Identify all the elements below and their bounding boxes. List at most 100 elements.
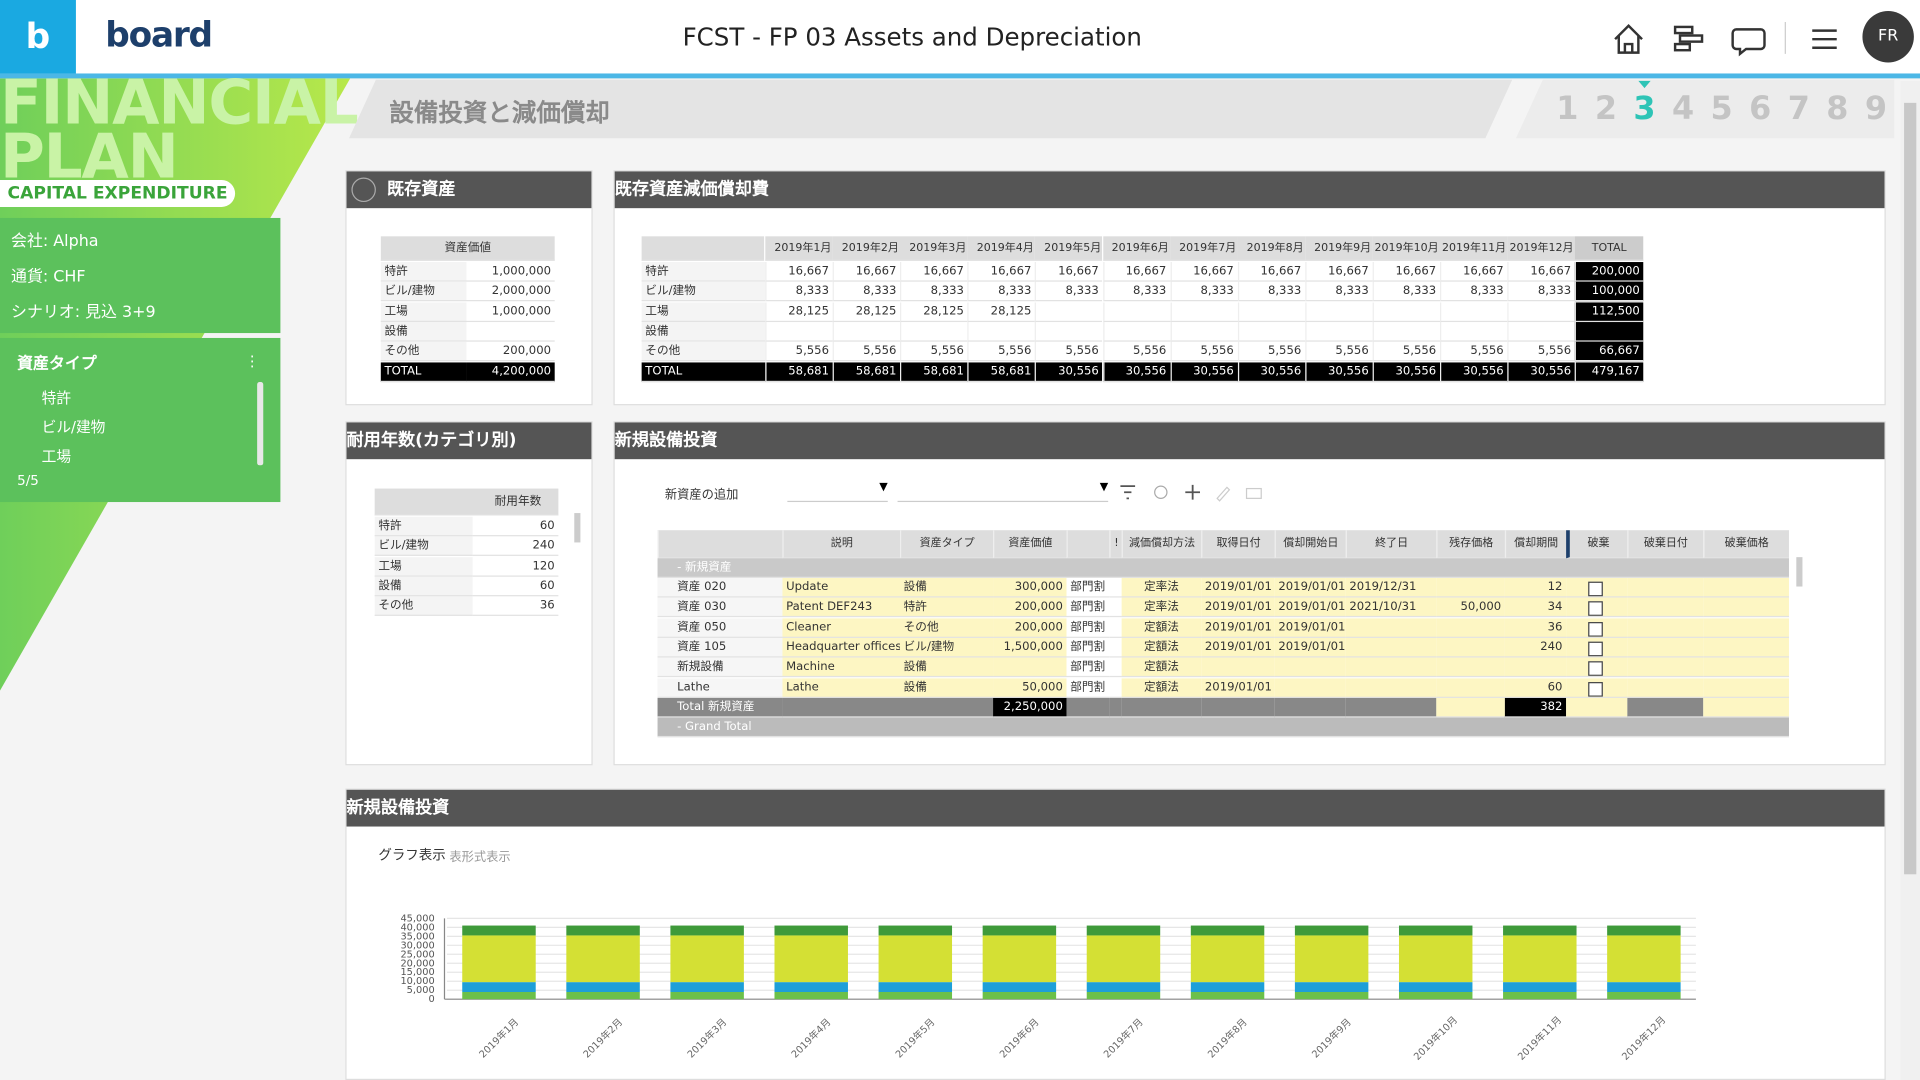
table-cell[interactable]: 定額法 [1121, 617, 1202, 638]
table-cell[interactable]: 50,000 [1436, 597, 1505, 618]
table-cell[interactable] [1703, 597, 1789, 618]
table-cell[interactable] [1703, 657, 1789, 678]
page-number[interactable]: 5 [1710, 90, 1733, 128]
filter-item[interactable]: ビル/建物 [41, 418, 106, 436]
home-icon[interactable] [1614, 23, 1643, 54]
table-cell[interactable]: 2019/01/01 [1274, 577, 1346, 598]
table-cell[interactable]: 設備 [900, 677, 994, 698]
table-cell[interactable] [1566, 597, 1628, 618]
page-number[interactable]: 9 [1864, 90, 1887, 128]
tab[interactable]: グラフ表示 [378, 847, 446, 864]
table-cell[interactable]: 2019/12/31 [1345, 577, 1437, 598]
checkbox[interactable] [1588, 681, 1603, 697]
table-cell[interactable] [1436, 637, 1505, 658]
scroll-thumb[interactable] [1904, 102, 1917, 875]
table-cell[interactable]: 定額法 [1121, 677, 1202, 698]
table-cell[interactable]: 60 [1504, 677, 1567, 698]
table-cell[interactable]: Machine [782, 657, 900, 678]
checkbox[interactable] [1588, 641, 1603, 657]
table-cell[interactable]: 2019/01/01 [1201, 597, 1275, 618]
table-cell[interactable]: 定率法 [1121, 577, 1202, 598]
table-cell[interactable]: 定率法 [1121, 597, 1202, 618]
page-number[interactable]: 4 [1671, 90, 1695, 128]
table-cell[interactable]: 300,000 [993, 577, 1067, 598]
page-scrollbar[interactable] [1900, 80, 1920, 1080]
filter-item[interactable]: 工場 [41, 448, 72, 466]
table-cell[interactable] [1274, 677, 1346, 698]
table-cell[interactable] [1703, 677, 1789, 698]
checkbox[interactable] [1588, 581, 1603, 597]
table-cell[interactable] [1627, 657, 1704, 678]
table-cell[interactable] [1566, 577, 1628, 598]
table-cell[interactable] [1436, 677, 1505, 698]
table-cell[interactable] [1436, 617, 1505, 638]
gantt-icon[interactable] [1673, 25, 1704, 52]
table-cell[interactable]: その他 [900, 617, 994, 638]
checkbox[interactable] [1588, 661, 1603, 677]
table-cell[interactable]: 2019/01/01 [1274, 637, 1346, 658]
scrollbar[interactable] [1796, 557, 1803, 587]
tab[interactable]: 表形式表示 [449, 851, 511, 865]
table-cell[interactable]: Update [782, 577, 900, 598]
table-cell[interactable]: Lathe [782, 677, 900, 698]
table-cell[interactable] [1566, 677, 1628, 698]
filter-item[interactable]: 特許 [41, 389, 72, 407]
table-cell[interactable] [1627, 577, 1704, 598]
table-cell[interactable]: 設備 [900, 657, 994, 678]
table-cell[interactable] [1436, 577, 1505, 598]
table-cell[interactable] [1345, 617, 1437, 638]
table-cell[interactable]: 特許 [900, 597, 994, 618]
table-cell[interactable]: 設備 [900, 577, 994, 598]
table-cell[interactable] [1566, 657, 1628, 678]
scrollbar[interactable] [257, 382, 264, 466]
checkbox[interactable] [1588, 621, 1603, 637]
dropdown[interactable]: ▼ [787, 481, 888, 503]
table-cell[interactable]: 定額法 [1121, 657, 1202, 678]
table-cell[interactable]: 2021/10/31 [1345, 597, 1437, 618]
table-cell[interactable]: 定額法 [1121, 637, 1202, 658]
user-avatar[interactable]: FR [1862, 11, 1914, 63]
table-cell[interactable]: 2019/01/01 [1201, 637, 1275, 658]
table-cell[interactable] [1436, 657, 1505, 678]
table-cell[interactable]: 200,000 [993, 617, 1067, 638]
refresh-icon[interactable] [1154, 485, 1168, 499]
page-number[interactable]: 2 [1594, 90, 1617, 128]
page-number[interactable]: 6 [1749, 90, 1772, 128]
dropdown[interactable]: ▼ [897, 481, 1109, 503]
edit-icon[interactable] [1216, 486, 1231, 502]
table-cell[interactable] [1703, 577, 1789, 598]
table-cell[interactable]: Patent DEF243 [782, 597, 900, 618]
table-cell[interactable]: ビル/建物 [900, 637, 994, 658]
save-icon[interactable] [1245, 487, 1262, 499]
table-cell[interactable]: 200,000 [993, 597, 1067, 618]
scrollbar[interactable] [574, 513, 581, 543]
page-number[interactable]: 3 [1633, 90, 1656, 128]
table-cell[interactable] [1201, 657, 1275, 678]
table-cell[interactable]: 2019/01/01 [1201, 577, 1275, 598]
table-cell[interactable] [1627, 617, 1704, 638]
table-cell[interactable] [1703, 617, 1789, 638]
page-number[interactable]: 8 [1826, 90, 1849, 128]
table-cell[interactable]: 2019/01/01 [1274, 597, 1346, 618]
table-cell[interactable] [1627, 677, 1704, 698]
table-cell[interactable] [993, 657, 1067, 678]
table-cell[interactable] [1627, 597, 1704, 618]
menu-icon[interactable] [1812, 29, 1837, 49]
table-cell[interactable]: 2019/01/01 [1201, 677, 1275, 698]
checkbox[interactable] [1588, 601, 1603, 617]
table-cell[interactable]: 2019/01/01 [1274, 617, 1346, 638]
table-cell[interactable] [1504, 657, 1567, 678]
filter-menu[interactable]: ⋮ [244, 352, 260, 370]
table-cell[interactable] [1566, 637, 1628, 658]
table-cell[interactable]: 34 [1504, 597, 1567, 618]
table-cell[interactable]: 36 [1504, 617, 1567, 638]
table-cell[interactable] [1703, 637, 1789, 658]
table-cell[interactable] [1345, 637, 1437, 658]
table-cell[interactable] [1345, 657, 1437, 678]
page-number[interactable]: 7 [1787, 90, 1810, 128]
table-cell[interactable]: Cleaner [782, 617, 900, 638]
add-icon[interactable] [1185, 484, 1201, 500]
app-icon[interactable]: b [0, 0, 76, 74]
table-cell[interactable] [1566, 617, 1628, 638]
table-cell[interactable]: 12 [1504, 577, 1567, 598]
